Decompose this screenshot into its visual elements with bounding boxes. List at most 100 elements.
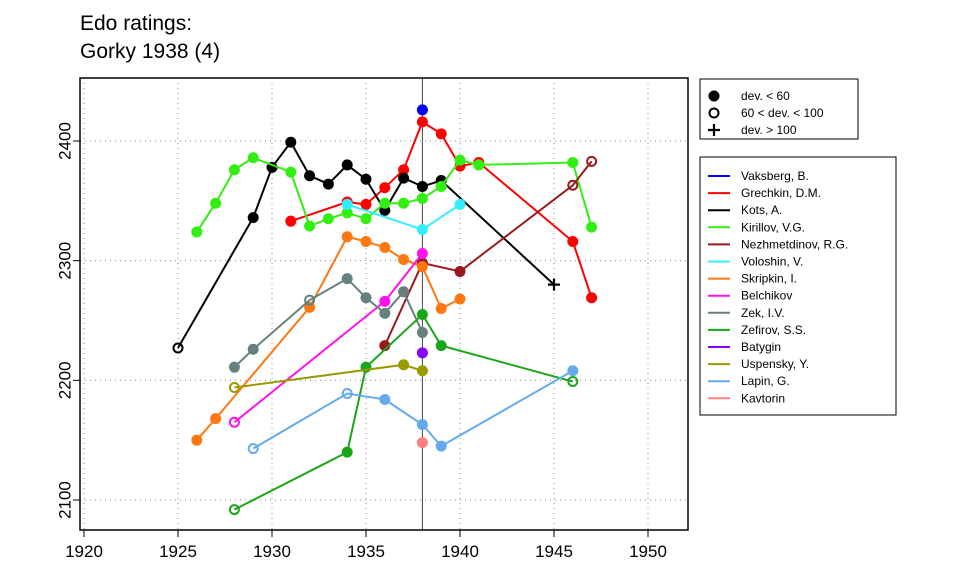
data-point: [454, 154, 466, 166]
data-point: [567, 365, 579, 377]
x-tick-label: 1945: [535, 542, 573, 561]
data-point: [416, 116, 428, 128]
data-point: [379, 182, 391, 194]
data-point: [435, 340, 447, 352]
x-tick-label: 1930: [253, 542, 291, 561]
series-batygin: [416, 347, 428, 359]
data-point-open: [304, 294, 316, 306]
series-voloshin-v: [341, 198, 466, 236]
data-point: [379, 393, 391, 405]
y-tick-label: 2200: [55, 361, 74, 399]
data-point: [416, 419, 428, 431]
data-point: [586, 292, 598, 304]
series-vaksberg-b: [416, 104, 428, 116]
data-point: [708, 90, 720, 102]
data-point: [398, 253, 410, 265]
data-point-plus: [548, 278, 560, 291]
data-point: [416, 437, 428, 449]
data-point: [210, 197, 222, 209]
data-point-open: [586, 155, 598, 167]
legend-label: Belchikov: [741, 289, 792, 303]
data-point: [473, 159, 485, 171]
data-point: [285, 166, 297, 178]
x-tick-label: 1950: [629, 542, 667, 561]
chart-title-line: Gorky 1938 (4): [80, 40, 220, 63]
data-point-open: [228, 416, 240, 428]
data-point: [416, 347, 428, 359]
series-lapin-g: [247, 365, 579, 455]
data-point: [228, 164, 240, 176]
series-uspensky-y: [228, 359, 428, 394]
data-point-open: [567, 179, 579, 191]
data-point: [341, 231, 353, 243]
data-point: [191, 434, 203, 446]
data-point: [379, 242, 391, 254]
series-line: [233, 312, 574, 511]
data-point: [341, 207, 353, 219]
x-tick-label: 1935: [347, 542, 385, 561]
data-point: [228, 361, 240, 373]
legend-label: Kots, A.: [741, 203, 782, 217]
legend-label: Lapin, G.: [741, 374, 790, 388]
series-legend: Vaksberg, B. Grechkin, D.M. Kots, A. Kirill…: [699, 156, 897, 416]
data-point: [341, 446, 353, 458]
series-line: [234, 363, 423, 389]
data-point: [304, 170, 316, 182]
data-point: [398, 197, 410, 209]
data-point: [416, 192, 428, 204]
chart-title-line: Edo ratings:: [80, 12, 192, 35]
legend-label: Zek, I.V.: [741, 306, 785, 320]
legend-box: [699, 78, 859, 140]
data-point: [360, 198, 372, 210]
legend-label: Voloshin, V.: [741, 255, 803, 269]
series-line: [252, 369, 574, 450]
data-point-open: [247, 443, 259, 455]
data-point: [416, 309, 428, 321]
series-line: [196, 235, 461, 441]
data-point: [398, 164, 410, 176]
series-grechkin-d-m: [285, 116, 598, 304]
legend-label: Grechkin, D.M.: [741, 186, 821, 200]
data-point: [416, 180, 428, 192]
legend-label: Vaksberg, B.: [741, 169, 809, 183]
data-point: [304, 220, 316, 232]
data-point: [322, 178, 334, 190]
data-point: [416, 261, 428, 273]
data-point: [247, 212, 259, 224]
series-line: [233, 252, 424, 424]
data-point: [398, 172, 410, 184]
data-point: [322, 213, 334, 225]
x-tick-label: 1940: [441, 542, 479, 561]
data-point: [567, 157, 579, 169]
y-tick-label: 2300: [55, 242, 74, 280]
x-tick-label: 1925: [159, 542, 197, 561]
data-point-plus: [708, 124, 720, 136]
legend-label: Kirillov, V.G.: [741, 220, 805, 234]
y-tick-label: 2400: [55, 122, 74, 160]
series-kirillov-v-g: [191, 152, 598, 238]
data-point: [341, 198, 353, 210]
data-point: [379, 197, 391, 209]
data-point-open: [341, 388, 353, 400]
series-belchikov: [228, 247, 428, 428]
data-point-open: [567, 376, 579, 388]
data-point: [360, 292, 372, 304]
data-point-open: [228, 382, 240, 394]
data-point: [416, 104, 428, 116]
data-point: [416, 365, 428, 377]
series-nezhmetdinov-r-g: [379, 155, 598, 352]
data-point-open: [228, 504, 240, 516]
data-point: [360, 213, 372, 225]
data-point: [285, 136, 297, 148]
data-point: [416, 326, 428, 338]
data-point: [454, 265, 466, 277]
legend-label: Nezhmetdinov, R.G.: [741, 237, 848, 251]
data-point: [360, 236, 372, 248]
plot-frame: [79, 77, 689, 531]
data-point: [454, 198, 466, 210]
legend-label: Zefirov, S.S.: [741, 323, 806, 337]
legend-label: Uspensky, Y.: [741, 357, 809, 371]
data-point: [435, 440, 447, 452]
data-point: [435, 180, 447, 192]
